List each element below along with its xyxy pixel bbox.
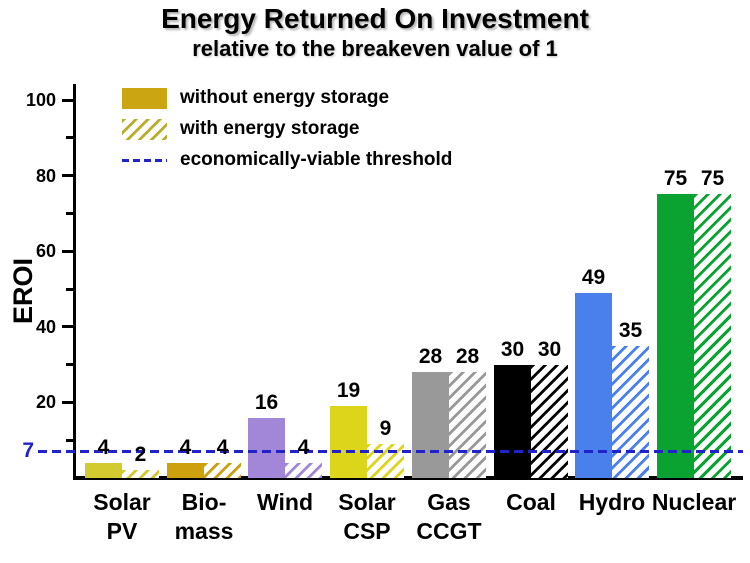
y-tick-label-20: 20 xyxy=(35,392,56,413)
value-label-coal-without-storage: 30 xyxy=(500,338,525,361)
value-label-gas-ccgt-without-storage: 28 xyxy=(418,345,443,368)
legend-item-with-storage: with energy storage xyxy=(122,117,452,141)
value-label-solar-pv-without-storage: 4 xyxy=(97,436,110,459)
bar-gas-ccgt-with-storage xyxy=(449,372,486,478)
value-label-nuclear-with-storage: 75 xyxy=(700,167,725,190)
category-label-solar-csp: Solar CSP xyxy=(338,489,396,544)
y-tick-label-40: 40 xyxy=(35,316,56,337)
value-label-bio-mass-with-storage: 4 xyxy=(216,436,229,459)
bar-hydro-with-storage xyxy=(612,346,649,478)
legend-dashed-line-icon xyxy=(122,158,167,162)
category-label-gas-ccgt: Gas CCGT xyxy=(416,489,482,544)
value-label-solar-csp-without-storage: 19 xyxy=(336,379,361,402)
value-label-coal-with-storage: 30 xyxy=(537,338,562,361)
value-label-bio-mass-without-storage: 4 xyxy=(179,436,192,459)
bar-coal-without-storage xyxy=(494,365,531,478)
value-label-hydro-without-storage: 49 xyxy=(581,266,606,289)
y-axis-line xyxy=(73,84,76,480)
legend-label-with-storage: with energy storage xyxy=(180,118,360,139)
y-tick-40 xyxy=(62,325,75,329)
bar-solar-csp-with-storage xyxy=(367,444,404,478)
bar-bio-mass-without-storage xyxy=(167,463,204,478)
value-label-solar-pv-with-storage: 2 xyxy=(134,443,147,466)
threshold-value-label: 7 xyxy=(22,438,34,462)
legend-item-without-storage: without energy storage xyxy=(122,86,452,110)
bar-nuclear-without-storage xyxy=(657,194,694,478)
bar-nuclear-with-storage xyxy=(694,194,731,478)
y-minor-tick-30 xyxy=(66,363,75,367)
y-tick-label-100: 100 xyxy=(25,90,56,110)
bar-solar-csp-without-storage xyxy=(330,406,367,478)
chart-subtitle: relative to the breakeven value of 1 xyxy=(192,36,558,61)
bar-bio-mass-with-storage xyxy=(204,463,241,478)
y-minor-tick-70 xyxy=(66,211,75,215)
category-label-coal: Coal xyxy=(506,489,556,515)
category-label-bio-mass: Bio- mass xyxy=(174,489,234,544)
bar-hydro-without-storage xyxy=(575,293,612,478)
bar-coal-with-storage xyxy=(531,365,568,478)
bar-gas-ccgt-without-storage xyxy=(412,372,449,478)
category-label-nuclear: Nuclear xyxy=(651,489,737,515)
threshold-line xyxy=(38,450,743,454)
y-tick-label-80: 80 xyxy=(35,165,56,186)
category-label-solar-pv: Solar PV xyxy=(93,489,151,544)
value-label-wind-without-storage: 16 xyxy=(254,391,279,414)
y-tick-20 xyxy=(62,400,75,404)
value-label-solar-csp-with-storage: 9 xyxy=(379,417,392,440)
legend-swatch-hatched xyxy=(122,118,167,140)
value-label-hydro-with-storage: 35 xyxy=(618,319,643,342)
value-label-nuclear-without-storage: 75 xyxy=(663,167,688,190)
y-minor-tick-10 xyxy=(66,438,75,442)
y-tick-100 xyxy=(62,98,75,102)
y-tick-60 xyxy=(62,249,75,253)
value-label-gas-ccgt-with-storage: 28 xyxy=(455,345,480,368)
category-label-hydro: Hydro xyxy=(578,489,646,515)
x-axis-line xyxy=(73,476,743,480)
y-minor-tick-90 xyxy=(66,136,75,140)
legend-item-threshold: economically-viable threshold xyxy=(122,148,452,172)
chart-title: Energy Returned On Investment xyxy=(161,3,589,34)
y-tick-80 xyxy=(62,174,75,178)
legend-swatch-solid xyxy=(122,87,167,109)
legend-label-without-storage: without energy storage xyxy=(180,87,390,108)
legend-label-threshold: economically-viable threshold xyxy=(180,149,453,170)
y-tick-label-60: 60 xyxy=(35,241,56,262)
bar-solar-pv-with-storage xyxy=(122,470,159,478)
bar-wind-with-storage xyxy=(285,463,322,478)
value-label-wind-with-storage: 4 xyxy=(297,436,310,459)
y-minor-tick-50 xyxy=(66,287,75,291)
bar-solar-pv-without-storage xyxy=(85,463,122,478)
bar-wind-without-storage xyxy=(248,418,285,478)
category-label-wind: Wind xyxy=(257,489,313,515)
legend: without energy storage with energy stora… xyxy=(122,86,452,179)
